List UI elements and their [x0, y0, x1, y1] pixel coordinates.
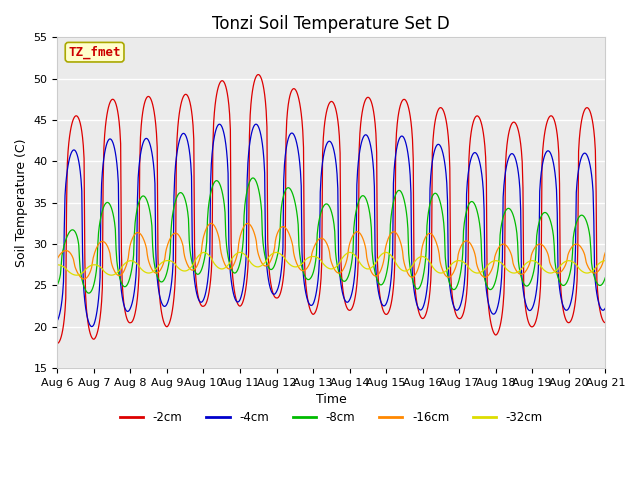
- -32cm: [72, 272, 80, 278]
- -8cm: [120, 284, 128, 289]
- -8cm: [205, 200, 213, 205]
- Line: -4cm: -4cm: [58, 124, 605, 326]
- -4cm: [54, 318, 61, 324]
- -32cm: [399, 268, 407, 274]
- -4cm: [216, 121, 223, 127]
- -32cm: [602, 258, 609, 264]
- -8cm: [415, 285, 423, 290]
- -8cm: [399, 194, 407, 200]
- -4cm: [415, 307, 423, 312]
- -2cm: [415, 308, 422, 314]
- -4cm: [88, 324, 95, 329]
- Line: -16cm: -16cm: [58, 224, 605, 279]
- Title: Tonzi Soil Temperature Set D: Tonzi Soil Temperature Set D: [212, 15, 450, 33]
- -8cm: [176, 190, 184, 195]
- -32cm: [176, 266, 184, 272]
- -4cm: [205, 264, 213, 270]
- -2cm: [63, 161, 71, 167]
- -16cm: [399, 256, 407, 262]
- -32cm: [63, 267, 71, 273]
- Legend: -2cm, -4cm, -8cm, -16cm, -32cm: -2cm, -4cm, -8cm, -16cm, -32cm: [115, 406, 548, 429]
- -16cm: [205, 221, 213, 227]
- -8cm: [250, 175, 257, 181]
- -32cm: [206, 253, 214, 259]
- -2cm: [175, 110, 183, 116]
- Y-axis label: Soil Temperature (C): Soil Temperature (C): [15, 139, 28, 267]
- -32cm: [54, 262, 61, 268]
- -8cm: [602, 275, 609, 281]
- -16cm: [602, 250, 609, 255]
- -32cm: [415, 254, 423, 260]
- -8cm: [85, 290, 93, 296]
- -16cm: [415, 262, 423, 267]
- -8cm: [63, 233, 71, 239]
- -8cm: [54, 282, 61, 288]
- -16cm: [120, 267, 128, 273]
- -2cm: [54, 340, 61, 346]
- -2cm: [255, 72, 262, 77]
- -16cm: [176, 235, 184, 240]
- X-axis label: Time: Time: [316, 394, 347, 407]
- -4cm: [63, 168, 71, 173]
- -2cm: [399, 97, 406, 103]
- -16cm: [63, 248, 71, 253]
- -4cm: [120, 304, 128, 310]
- Line: -2cm: -2cm: [58, 74, 605, 343]
- -4cm: [602, 305, 609, 311]
- Line: -8cm: -8cm: [58, 178, 605, 293]
- -32cm: [120, 261, 128, 267]
- -16cm: [54, 256, 61, 262]
- -32cm: [200, 250, 207, 255]
- -2cm: [120, 299, 127, 305]
- -4cm: [399, 134, 407, 140]
- -16cm: [207, 221, 215, 227]
- Line: -32cm: -32cm: [58, 252, 605, 275]
- -2cm: [204, 293, 212, 299]
- -16cm: [80, 276, 88, 282]
- -4cm: [176, 135, 184, 141]
- Text: TZ_fmet: TZ_fmet: [68, 46, 121, 59]
- -2cm: [602, 320, 609, 325]
